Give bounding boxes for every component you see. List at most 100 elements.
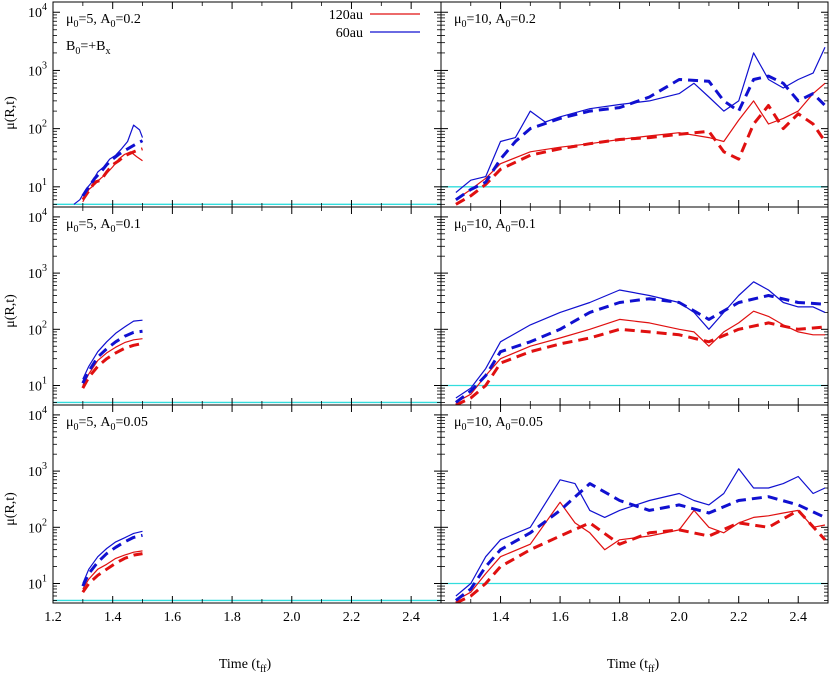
x-tick-label: 2.0 [283, 610, 301, 625]
panel-title-a-sub: 0 [111, 422, 116, 433]
legend: 120au 60au [329, 8, 420, 41]
x-tick-label: 1.6 [164, 610, 182, 625]
y-tick-label-exponent: 1 [42, 574, 47, 585]
series-line-60au-thin [455, 47, 826, 193]
series-line-120au-thin [82, 338, 143, 386]
x-axis-label-sub: ff [260, 664, 267, 673]
y-tick-label: 104 [28, 2, 47, 21]
panel-title-a-sub: 0 [506, 224, 511, 235]
series-line-120au-thin [82, 550, 143, 590]
panel-middle-right: μ0=10, A0=0.1 [440, 206, 829, 406]
panel-title-mu-val: =5, A [79, 217, 112, 232]
y-axis-label-top: μ(R,t) [3, 96, 18, 130]
panel-top-right: μ0=10, A0=0.2 [440, 1, 829, 208]
panel-title-a-sub: 0 [506, 422, 511, 433]
panel-title-mu-val: =5, A [79, 415, 112, 430]
panel-title-mu-val: =10, A [467, 12, 507, 27]
x-axis-label-sub: ff [648, 664, 655, 673]
panel-frame [440, 206, 829, 406]
panel-frame [52, 1, 442, 208]
legend-label-60au: 60au [336, 26, 363, 41]
x-axis-label-main: Time (t [219, 657, 260, 672]
y-tick-label-exponent: 2 [42, 119, 47, 130]
y-tick-label-exponent: 4 [42, 2, 47, 13]
series-line-60au-thin [455, 468, 826, 597]
panel-title-mu-sub: 0 [74, 19, 79, 30]
panel-title-a-val: =0.2 [511, 12, 536, 27]
x-axis-label-left: Time (tff) [219, 657, 272, 673]
y-tick-label-exponent: 4 [42, 207, 47, 218]
panel-title-mu-sub: 0 [462, 224, 467, 235]
panel-title-mu-val: =10, A [467, 415, 507, 430]
x-tick-label: 1.6 [551, 610, 569, 625]
panel-title-a-sub: 0 [111, 224, 116, 235]
panel-title-a-val: =0.2 [116, 12, 141, 27]
y-tick-label-exponent: 4 [42, 405, 47, 416]
series-line-120au-dashed [81, 552, 143, 594]
legend-label-120au: 120au [329, 8, 363, 23]
panel-title-mu: μ [66, 12, 74, 27]
y-tick-label: 102 [28, 517, 47, 536]
y-tick-label: 101 [28, 574, 47, 593]
series-line-120au-thin [82, 151, 143, 203]
y-tick-label-exponent: 1 [42, 177, 47, 188]
panel-title-mu: μ [66, 217, 74, 232]
panel-title-a-sub: 0 [506, 19, 511, 30]
panel-bottom-left: 101 102 103 1 0 4 1.2 1.4 1.6 1.8 2.0 2.2 2.4 μ0=5, A… [28, 404, 442, 625]
panel-title: μ0=5, A0=0.1 [66, 217, 141, 235]
panel-title-mu-sub: 0 [462, 19, 467, 30]
x-tick-label: 1.2 [44, 610, 62, 625]
panel-title: μ0=10, A0=0.05 [454, 415, 543, 433]
x-tick-label: 2.2 [343, 610, 361, 625]
panel-title-mu: μ [454, 415, 462, 430]
panel-title-mu: μ [454, 12, 462, 27]
note-b: B [66, 39, 75, 54]
panel-title-a-val: =0.05 [511, 415, 543, 430]
panel-title-a-val: =0.1 [511, 217, 536, 232]
x-axis-label-main: Time (t [607, 657, 648, 672]
panel-frame [52, 206, 442, 406]
series-line-120au-thin [455, 82, 826, 201]
y-tick-label-exponent: 3 [42, 60, 47, 71]
series-line-60au-dashed [81, 533, 143, 587]
y-tick-label-exponent: 2 [42, 517, 47, 528]
y-tick-label: 104 [28, 207, 47, 226]
panel-title-mu-val: =10, A [467, 217, 507, 232]
y-tick-label: 103 [28, 461, 47, 480]
x-tick-label: 2.0 [670, 610, 688, 625]
series-line-120au-dashed [455, 104, 827, 206]
x-axis-label-close: ) [654, 657, 659, 672]
panel-title: μ0=10, A0=0.2 [454, 12, 536, 30]
panel-title: μ0=5, A0=0.05 [66, 415, 148, 433]
panel-frame [440, 1, 829, 208]
series-line-60au-dashed [81, 329, 143, 384]
panel-title-mu-val: =5, A [79, 12, 112, 27]
y-tick-label-exponent: 2 [42, 319, 47, 330]
x-tick-label: 1.4 [104, 610, 122, 625]
series-line-60au-dashed [454, 482, 826, 602]
series-line-120au-dashed [81, 342, 143, 389]
series-line-120au-dashed [81, 147, 143, 201]
y-tick-label: 103 [28, 60, 47, 79]
series-line-120au-dashed [455, 508, 827, 603]
panel-title: μ0=10, A0=0.1 [454, 217, 536, 235]
note-b-mid: =+B [80, 39, 105, 54]
y-tick-label: 101 [28, 177, 47, 196]
note-b-sub1: 0 [75, 46, 80, 57]
x-tick-label: 2.4 [789, 610, 807, 625]
series-line-60au-thin [455, 281, 826, 399]
x-tick-label: 2.4 [402, 610, 420, 625]
x-tick-label: 1.8 [611, 610, 629, 625]
y-tick-label-exponent: 3 [42, 461, 47, 472]
x-tick-label: 1.4 [492, 610, 510, 625]
y-tick-label-exponent: 1 [42, 376, 47, 387]
panel-title-mu-sub: 0 [74, 224, 79, 235]
y-tick-label: 102 [28, 319, 47, 338]
y-axis-label-bottom: μ(R,t) [3, 492, 18, 526]
x-axis-label-close: ) [266, 657, 271, 672]
x-tick-label: 1.8 [223, 610, 241, 625]
panel-bottom-right: 1.4 1.6 1.8 2.0 2.2 2.4μ0=10, A0=0.05 [440, 404, 829, 625]
